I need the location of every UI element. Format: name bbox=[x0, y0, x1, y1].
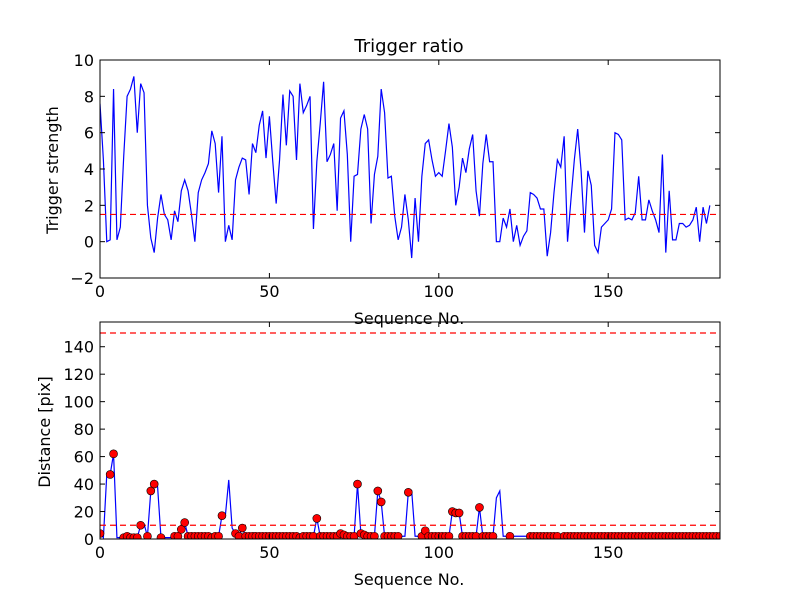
bottom-y-tick-label: 0 bbox=[84, 530, 94, 549]
bottom-plot: 0 50 100 150 0 20 40 60 80 100 120 140 bbox=[63, 321, 721, 562]
top-y-tick-label: 10 bbox=[74, 51, 94, 70]
bottom-y-tick-label: 100 bbox=[63, 393, 94, 412]
bottom-x-tick-label: 100 bbox=[424, 543, 455, 562]
bottom-marker-point bbox=[173, 531, 183, 539]
bottom-x-tick-label: 50 bbox=[259, 543, 279, 562]
bottom-marker-point bbox=[136, 520, 145, 530]
bottom-marker-point bbox=[214, 531, 223, 539]
bottom-y-tick-label: 80 bbox=[74, 420, 94, 439]
bottom-marker-point bbox=[353, 479, 362, 489]
bottom-y-tick-label: 140 bbox=[63, 338, 94, 357]
top-x-tick-label: 0 bbox=[95, 282, 105, 301]
bottom-marker-point bbox=[177, 525, 186, 534]
bottom-x-tick-label: 150 bbox=[593, 543, 624, 562]
bottom-marker-point bbox=[100, 529, 105, 538]
bottom-marker-point bbox=[715, 531, 720, 539]
bottom-plot-area bbox=[100, 332, 720, 539]
bottom-marker-point bbox=[149, 479, 159, 489]
bottom-marker-point bbox=[454, 508, 464, 518]
top-y-axis-label: Trigger strength bbox=[43, 106, 62, 235]
bottom-y-axis-label: Distance [pix] bbox=[35, 376, 54, 488]
bottom-marker-point bbox=[404, 488, 413, 497]
bottom-y-tick-label: 40 bbox=[74, 475, 94, 494]
top-series-line bbox=[100, 76, 711, 259]
top-plot-area bbox=[100, 76, 720, 259]
top-x-tick-label: 150 bbox=[593, 282, 624, 301]
bottom-marker-point bbox=[146, 486, 156, 496]
bottom-marker-point bbox=[505, 531, 515, 539]
bottom-marker-point bbox=[370, 531, 379, 539]
top-x-tick-label: 100 bbox=[424, 282, 455, 301]
bottom-x-tick-label: 0 bbox=[95, 543, 105, 562]
top-chart-title: Trigger ratio bbox=[353, 36, 463, 57]
top-x-axis-label: Sequence No. bbox=[354, 309, 465, 328]
top-y-tick-label: 8 bbox=[84, 87, 94, 106]
bottom-y-tick-label: 120 bbox=[63, 365, 94, 384]
bottom-marker-point bbox=[312, 514, 322, 523]
top-y-tick-label: 4 bbox=[84, 160, 94, 179]
top-x-tick-label: 50 bbox=[259, 282, 279, 301]
bottom-y-tick-label: 20 bbox=[74, 503, 94, 522]
bottom-axes-frame bbox=[99, 321, 721, 540]
bottom-marker-point bbox=[237, 523, 247, 533]
top-y-tick-label: −2 bbox=[70, 269, 94, 288]
bottom-marker-point bbox=[488, 531, 498, 539]
bottom-y-tick-label: 60 bbox=[74, 448, 94, 467]
bottom-marker-point bbox=[156, 533, 166, 539]
top-y-tick-label: 2 bbox=[84, 196, 94, 215]
top-y-tick-label: 6 bbox=[84, 124, 94, 143]
bottom-marker-point bbox=[444, 531, 454, 539]
top-y-tick-label: 0 bbox=[84, 233, 94, 252]
bottom-marker-point bbox=[475, 503, 484, 512]
bottom-marker-point bbox=[105, 470, 115, 479]
bottom-marker-point bbox=[180, 518, 189, 527]
bottom-marker-point bbox=[373, 486, 383, 496]
bottom-x-axis-label: Sequence No. bbox=[354, 570, 465, 589]
bottom-marker-point bbox=[143, 531, 152, 539]
bottom-marker-point bbox=[132, 533, 142, 539]
bottom-marker-point bbox=[217, 511, 227, 520]
bottom-marker-point bbox=[109, 449, 118, 459]
bottom-marker-point bbox=[376, 497, 386, 507]
bottom-marker-point bbox=[393, 531, 403, 539]
